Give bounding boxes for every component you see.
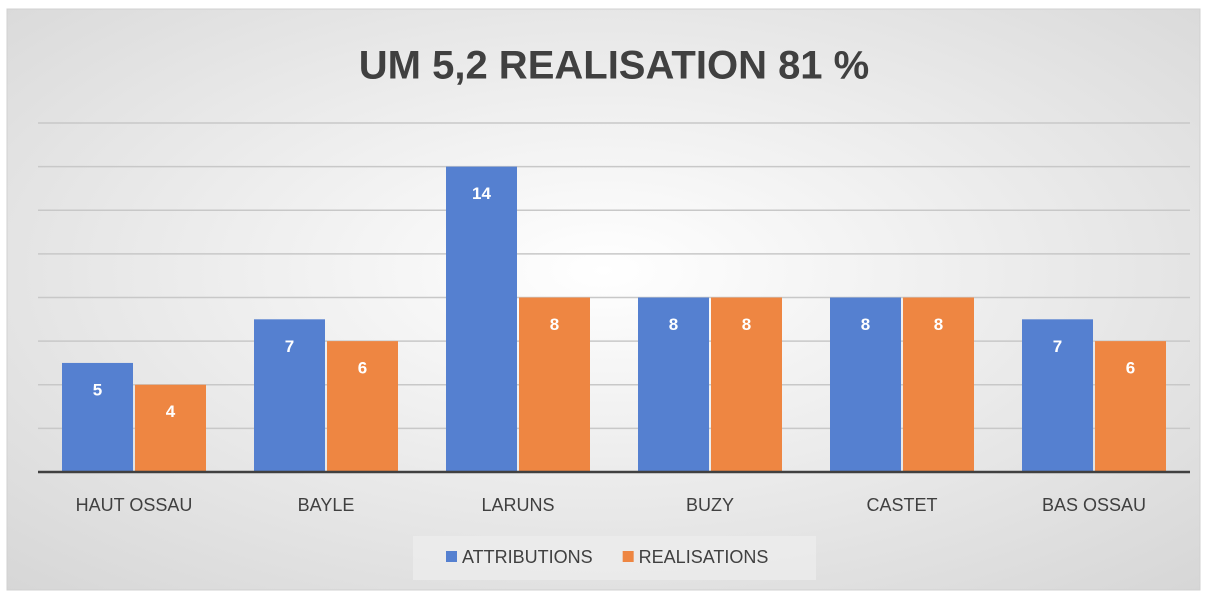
bar [903,297,974,472]
data-label: 7 [285,337,294,356]
data-label: 8 [934,315,943,334]
legend-label: ATTRIBUTIONS [462,547,593,567]
data-label: 8 [861,315,870,334]
chart-title: UM 5,2 REALISATION 81 % [359,44,869,88]
chart-area [6,8,1201,591]
bar [638,297,709,472]
bar [327,341,398,472]
bar [446,166,517,472]
x-tick-label: CASTET [866,495,937,515]
data-label: 14 [472,184,491,203]
legend-box [413,536,816,580]
data-label: 8 [742,315,751,334]
bar [1022,319,1093,472]
data-label: 6 [358,359,367,378]
bar [711,297,782,472]
bar [62,362,133,472]
legend-swatch [622,551,634,562]
bar [254,319,325,472]
legend-label: REALISATIONS [639,547,769,567]
data-label: 5 [93,380,102,399]
data-label: 8 [669,315,678,334]
bar [1095,341,1166,472]
x-tick-label: BAYLE [298,495,355,515]
legend-swatch [446,551,457,562]
data-label: 4 [166,402,176,421]
bar [519,297,590,472]
x-tick-label: LARUNS [481,495,554,515]
data-label: 6 [1126,359,1135,378]
x-tick-label: BUZY [686,495,734,515]
bar [135,384,206,472]
x-tick-label: HAUT OSSAU [76,495,193,515]
x-tick-label: BAS OSSAU [1042,495,1146,515]
bar [830,297,901,472]
data-label: 8 [550,315,559,334]
data-label: 7 [1053,337,1062,356]
